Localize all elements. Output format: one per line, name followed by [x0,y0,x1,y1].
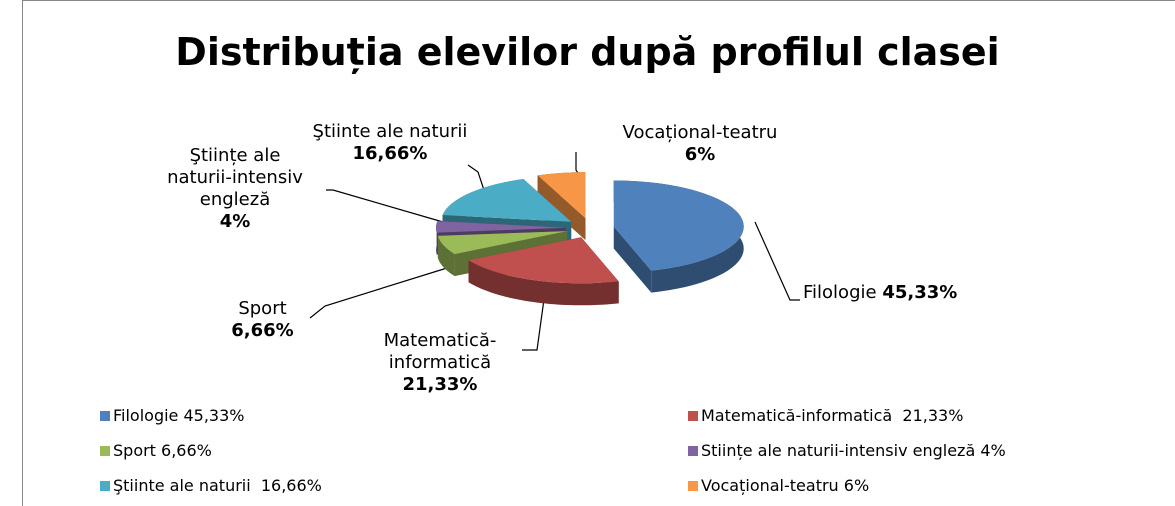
pie-slice [537,172,586,241]
legend-entry: Filologie 45,33% [100,406,245,425]
legend-label: Sport 6,66% [113,441,212,460]
legend-label: Matematică-informatică 21,33% [701,406,964,425]
legend-label: Stiințe ale naturii-intensiv engleză 4% [701,441,1006,460]
legend-label: Ştiinte ale naturii 16,66% [113,476,322,495]
legend-label: Vocațional-teatru 6% [701,476,870,495]
slice-side [613,226,652,293]
slice-top [437,231,568,255]
slice-top [442,179,572,222]
chart-title: Distribuția elevilor după profilul clase… [175,30,1000,74]
data-label: Sport 6,66% [200,298,325,342]
data-label: Filologie 45,33% [803,282,1063,304]
legend-swatch [100,481,110,491]
legend-entry: Vocațional-teatru 6% [688,476,869,495]
data-label-value: 4% [219,211,251,232]
legend-label: Filologie 45,33% [113,406,245,425]
data-label-name: Vocațional-teatru [622,122,778,143]
leader-line [309,267,448,319]
slice-top [468,237,619,284]
legend-entry: Sport 6,66% [100,441,212,460]
legend-entry: Ştiinte ale naturii 16,66% [100,476,322,495]
slice-top [537,172,586,219]
leader-line [754,221,800,301]
chart-border [22,0,1175,506]
legend-entry: Matematică-informatică 21,33% [688,406,963,425]
legend-swatch [100,446,110,456]
legend-swatch [688,411,698,421]
leader-line [326,189,444,223]
legend-swatch [100,411,110,421]
legend-swatch [688,481,698,491]
legend-swatch [688,446,698,456]
leader-line [522,291,546,351]
data-label-name: Ştiințe ale naturii-intensiv engleză [167,145,303,210]
data-label-value: 6% [684,144,716,165]
data-label-name: Matematică-informatică [383,330,497,373]
slice-top [613,180,744,271]
data-label-value: 16,66% [352,143,428,164]
data-label: Vocațional-teatru 6% [570,122,830,166]
data-label-name: Ştiinte ale naturii [312,121,468,142]
data-label-name: Sport [238,298,287,319]
slice-wall [437,235,455,277]
data-label: Ştiințe ale naturii-intensiv engleză 4% [160,145,310,233]
data-label-name: Filologie [803,282,877,303]
pie-slice [468,237,619,306]
slice-top [436,221,567,233]
slice-wall [468,260,619,306]
data-label: Ştiinte ale naturii 16,66% [290,121,490,165]
data-label: Matematică-informatică 21,33% [365,330,515,396]
legend-entry: Stiințe ale naturii-intensiv engleză 4% [688,441,1006,460]
data-label-value: 21,33% [402,374,478,395]
pie-slice [613,180,744,293]
data-label-value: 6,66% [231,320,294,341]
pie [436,172,744,306]
data-label-value: 45,33% [882,282,958,303]
